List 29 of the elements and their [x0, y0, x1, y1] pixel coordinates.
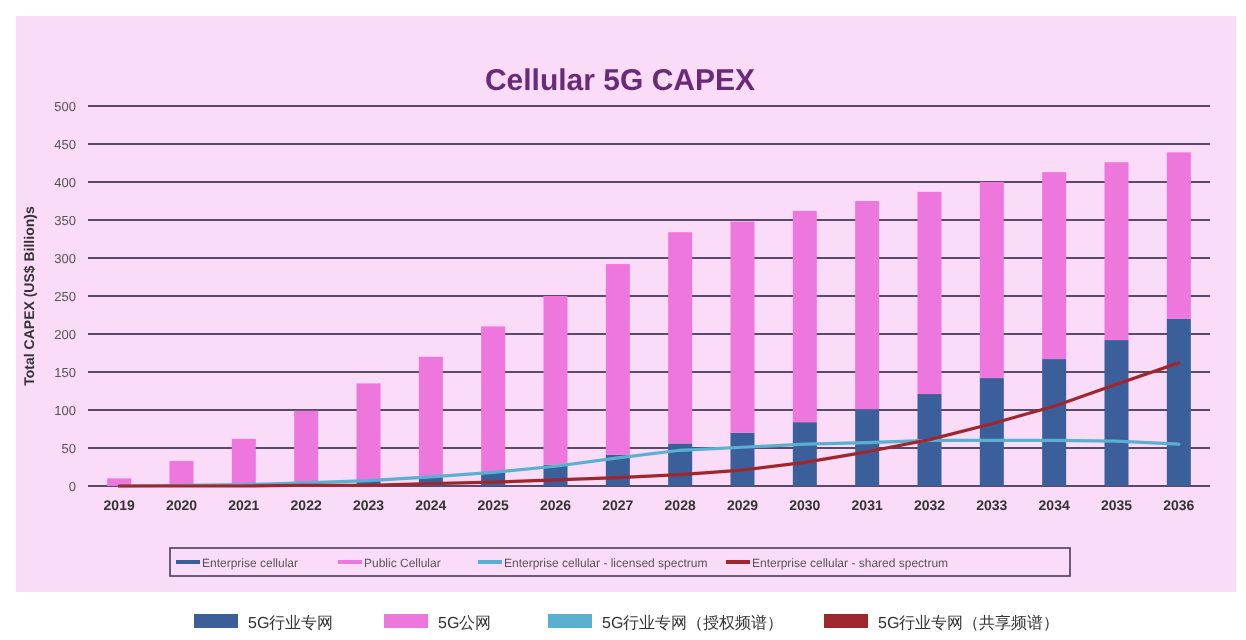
bar	[855, 201, 880, 410]
bar	[730, 221, 755, 433]
bar	[1042, 359, 1067, 486]
bar	[979, 182, 1004, 379]
bar	[418, 356, 443, 477]
line-series	[117, 361, 1181, 488]
bar	[605, 264, 630, 455]
bar	[1104, 340, 1129, 486]
bar	[543, 296, 568, 465]
bar	[1104, 162, 1129, 341]
bar	[979, 378, 1004, 486]
bar	[917, 191, 942, 395]
bar	[1166, 318, 1191, 486]
bar	[481, 326, 506, 473]
text: 5G行业专网（共享频谱）	[878, 614, 1060, 632]
text: 5G公网	[438, 614, 492, 632]
bar	[294, 410, 319, 486]
bar	[356, 383, 381, 481]
chart-title: Cellular 5G CAPEX	[484, 64, 756, 98]
text: 5G行业专网	[248, 614, 334, 632]
bar	[668, 232, 693, 444]
text: 5G行业专网（授权频谱）	[602, 614, 784, 632]
bar	[917, 394, 942, 486]
bar	[169, 460, 194, 486]
bar	[1042, 172, 1067, 360]
bar	[231, 438, 256, 485]
bar	[792, 210, 817, 423]
bar	[855, 409, 880, 486]
bar	[1166, 152, 1191, 319]
